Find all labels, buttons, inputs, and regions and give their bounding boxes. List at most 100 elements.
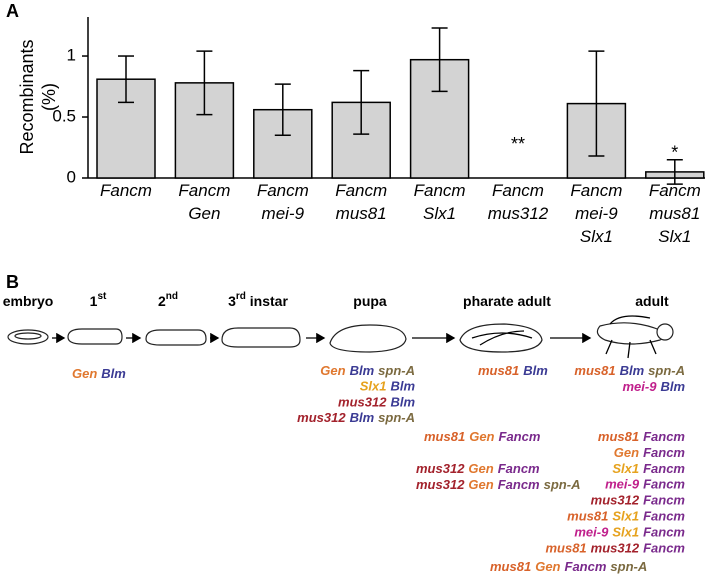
gene: mus312 bbox=[297, 411, 346, 426]
gene: mus81 bbox=[598, 429, 639, 444]
gene: Fancm bbox=[643, 477, 685, 492]
gene: mei-9 bbox=[574, 525, 609, 540]
genotype: mus81 Blm bbox=[478, 363, 548, 378]
x-tick-label: Fancm bbox=[100, 181, 152, 200]
stage-label-text: 2 bbox=[158, 293, 166, 309]
genotype: mei-9 Fancm bbox=[605, 477, 685, 492]
x-tick-label-line: Fancm bbox=[178, 181, 230, 200]
gene: spn-A bbox=[544, 477, 581, 492]
gene: mus81 bbox=[545, 541, 586, 556]
gene: Fancm bbox=[643, 493, 685, 508]
genotype: Gen Blm spn-A bbox=[320, 363, 415, 378]
significance-label: * bbox=[671, 142, 678, 162]
stage-label: 2nd bbox=[158, 291, 178, 309]
gene: mus81 bbox=[478, 363, 519, 378]
stage-label-text: embryo bbox=[3, 293, 54, 309]
stage-label-text: adult bbox=[635, 293, 669, 309]
x-tick-label-line: Slx1 bbox=[580, 227, 613, 246]
significance-label: ** bbox=[511, 134, 525, 154]
x-tick-label-line: Fancm bbox=[649, 181, 701, 200]
x-tick-label-line: mei-9 bbox=[262, 204, 305, 223]
genotype: Slx1 Blm bbox=[360, 379, 416, 394]
genotype: mus312 Fancm bbox=[591, 493, 686, 508]
gene: mus81 bbox=[567, 509, 608, 524]
gene: Fancm bbox=[643, 445, 685, 460]
x-tick-label: Fancm Gen bbox=[178, 181, 230, 223]
stage-label-text: 1 bbox=[90, 293, 98, 309]
gene: Gen bbox=[469, 429, 494, 444]
x-tick-label-line: mus81 bbox=[649, 204, 700, 223]
stage-label-text: pupa bbox=[353, 293, 387, 309]
y-tick-label: 0.5 bbox=[52, 106, 76, 125]
stage-drawings bbox=[7, 315, 674, 359]
gene: mus312 bbox=[591, 493, 640, 508]
genotype: mus312 Blm bbox=[338, 395, 415, 410]
y-tick-label: 1 bbox=[67, 46, 76, 65]
x-tick-label: Fancm mei-9 Slx1 bbox=[570, 181, 622, 246]
x-tick-label: Fancm mus312 bbox=[488, 181, 549, 223]
y-tick-label: 0 bbox=[67, 167, 76, 186]
gene: Blm bbox=[390, 379, 415, 394]
gene: Fancm bbox=[643, 509, 685, 524]
genotype: mus312 Gen Fancm spn-A bbox=[416, 477, 580, 492]
gene: Blm bbox=[350, 411, 375, 426]
x-tick-label-line: Fancm bbox=[492, 181, 544, 200]
stage-label: adult bbox=[635, 293, 669, 309]
gene: mus312 bbox=[591, 541, 640, 556]
stage-label: 3rd instar bbox=[228, 291, 288, 309]
genotype: mus312 Gen Fancm bbox=[416, 461, 540, 476]
gene: mei-9 bbox=[605, 477, 640, 492]
stage-label-suffix: instar bbox=[246, 293, 289, 309]
gene: mus81 bbox=[574, 363, 615, 378]
gene: Fancm bbox=[499, 429, 541, 444]
gene: Fancm bbox=[565, 559, 607, 574]
gene: Fancm bbox=[643, 525, 685, 540]
gene: Blm bbox=[620, 363, 645, 378]
gene: Fancm bbox=[643, 461, 685, 476]
gene: Slx1 bbox=[612, 461, 639, 476]
gene: Blm bbox=[101, 366, 126, 381]
gene: Slx1 bbox=[360, 379, 387, 394]
genotype: mei-9 Slx1 Fancm bbox=[574, 525, 685, 540]
x-tick-label-line: Slx1 bbox=[423, 204, 456, 223]
gene: Gen bbox=[320, 363, 345, 378]
panel-label: B bbox=[6, 272, 19, 292]
stage-label: pharate adult bbox=[463, 293, 551, 309]
gene: Fancm bbox=[643, 429, 685, 444]
stage-label: pupa bbox=[353, 293, 387, 309]
y-axis-label: Recombinants (%) bbox=[17, 39, 59, 154]
x-tick-label-line: mus312 bbox=[488, 204, 549, 223]
x-tick-label-line: Slx1 bbox=[658, 227, 691, 246]
gene: mus81 bbox=[424, 429, 465, 444]
x-tick-label: Fancm mus81 Slx1 bbox=[649, 181, 701, 246]
gene: mus312 bbox=[416, 477, 465, 492]
gene: Gen bbox=[535, 559, 560, 574]
stage-label-sup: nd bbox=[166, 291, 178, 302]
stage-label-sup: rd bbox=[236, 291, 246, 302]
gene: mei-9 bbox=[622, 379, 657, 394]
stage-label-text: pharate adult bbox=[463, 293, 551, 309]
panel-label: A bbox=[6, 1, 19, 21]
gene: Fancm bbox=[498, 461, 540, 476]
x-tick-label-line: mus81 bbox=[336, 204, 387, 223]
y-axis-label-line: Recombinants bbox=[17, 39, 37, 154]
gene: Gen bbox=[72, 366, 97, 381]
gene: mus81 bbox=[490, 559, 531, 574]
x-tick-label-line: mei-9 bbox=[575, 204, 618, 223]
gene: Slx1 bbox=[612, 509, 639, 524]
gene: Blm bbox=[350, 363, 375, 378]
genotype: mus81 Gen Fancm spn-A bbox=[490, 559, 647, 574]
gene: spn-A bbox=[610, 559, 647, 574]
genotype: mus81 Blm spn-A bbox=[574, 363, 685, 378]
stage-label-text: 3 bbox=[228, 293, 236, 309]
gene: Blm bbox=[660, 379, 685, 394]
stage-label: embryo bbox=[3, 293, 54, 309]
gene: Blm bbox=[523, 363, 548, 378]
x-tick-label: Fancm mus81 bbox=[335, 181, 387, 223]
x-tick-label: Fancm mei-9 bbox=[257, 181, 309, 223]
gene: spn-A bbox=[648, 363, 685, 378]
genotype: mus81 Slx1 Fancm bbox=[567, 509, 685, 524]
y-axis-label-line: (%) bbox=[39, 83, 59, 111]
gene: mus312 bbox=[338, 395, 387, 410]
